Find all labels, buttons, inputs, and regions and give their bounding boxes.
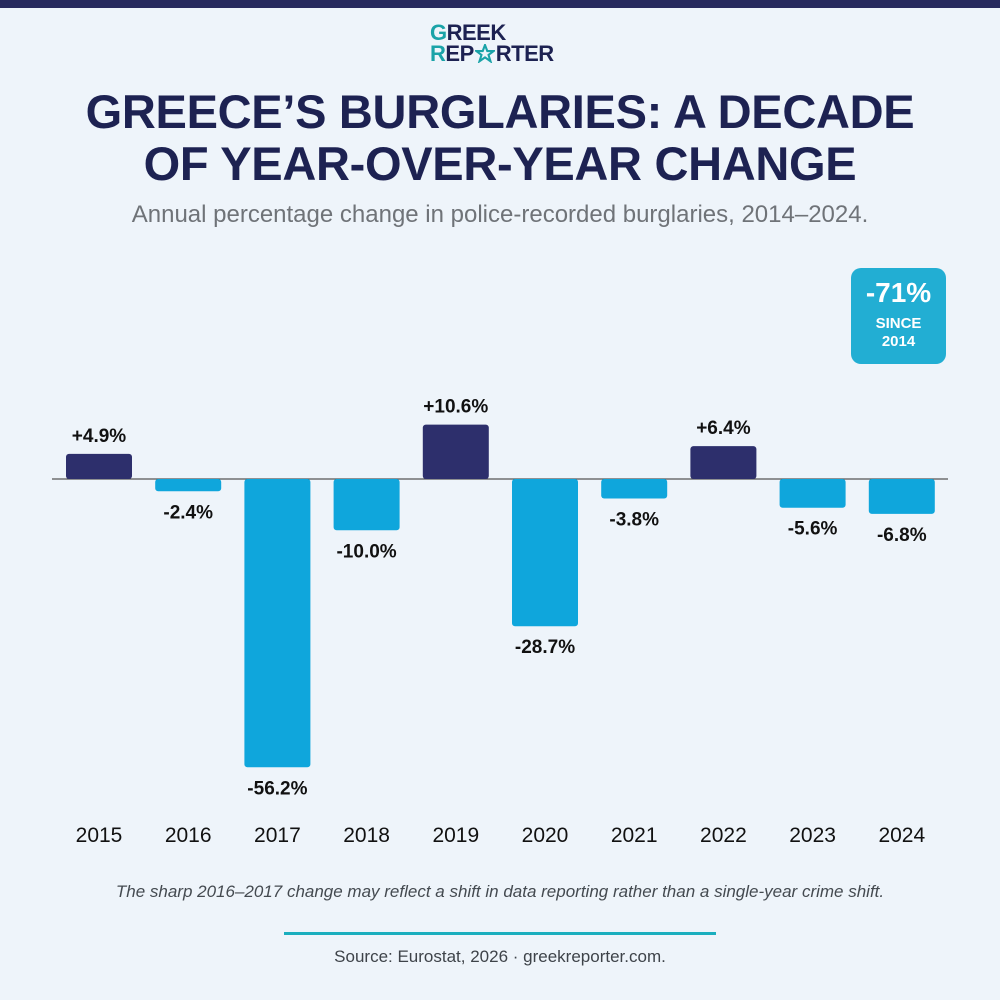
badge-caption-line-2: 2014 [881,333,916,350]
bar-2021 [601,479,668,499]
bar-2016 [155,479,222,492]
x-tick-2021: 2021 [611,824,658,847]
x-tick-2023: 2023 [789,824,836,847]
badge-caption-line-1: SINCE [875,315,922,332]
data-label-2021: -3.8% [609,509,659,530]
data-label-2019: +10.6% [423,397,488,418]
logo-text-rter: RTER [495,41,554,66]
x-tick-2019: 2019 [432,824,479,847]
data-label-2023: -5.6% [788,519,838,540]
bar-2023 [779,479,846,508]
bar-2020 [512,479,578,627]
badge-caption: SINCE 2014 [851,315,946,351]
title-line-1: GREECE’S BURGLARIES: A DECADE [85,85,915,138]
logo-text-reek: REEK [446,20,507,45]
data-label-2017: -56.2% [247,778,307,799]
bar-chart: +4.9% 2015 -2.4% 2016 -56.2% 2017 -10.0% 2018 +1… [52,397,948,847]
total-change-badge: -71% SINCE 2014 [851,268,946,364]
footer-divider [284,932,716,935]
badge-value: -71% [865,277,932,308]
bar-2015 [66,453,132,479]
data-label-2022: +6.4% [696,418,751,439]
x-tick-2015: 2015 [76,824,123,847]
logo-letter-r: R [430,41,446,66]
x-tick-2020: 2020 [522,824,569,847]
source-credit: Source: Eurostat, 2026 · greekreporter.c… [334,947,666,966]
bar-2022 [690,446,757,479]
data-label-2016: -2.4% [163,502,213,523]
x-tick-2024: 2024 [878,824,925,847]
logo-line-1: GREEK [430,22,506,44]
top-accent-bar [0,0,1000,8]
data-label-2015: +4.9% [72,426,127,447]
data-label-2020: -28.7% [515,637,575,658]
bar-2017 [244,479,311,768]
x-tick-2017: 2017 [254,824,301,847]
data-label-2024: -6.8% [877,525,927,546]
bar-2024 [868,479,935,514]
logo-letter-g: G [430,20,447,45]
page-title: GREECE’S BURGLARIES: A DECADE OF YEAR-OV… [20,86,980,190]
x-tick-2018: 2018 [343,824,390,847]
star-icon [472,41,497,64]
logo-line-2: REP RTER [430,41,554,66]
title-line-2: OF YEAR-OVER-YEAR CHANGE [143,137,857,190]
x-tick-2016: 2016 [165,824,212,847]
logo-text-ep: EP [445,41,474,66]
bar-2019 [422,424,489,479]
chart-subtitle: Annual percentage change in police-recor… [131,201,869,228]
bar-2018 [333,479,400,531]
footnote: The sharp 2016–2017 change may reflect a… [115,882,885,901]
greek-reporter-logo: GREEK REP RTER [0,20,1000,66]
x-tick-2022: 2022 [700,824,747,847]
data-label-2018: -10.0% [336,541,396,562]
